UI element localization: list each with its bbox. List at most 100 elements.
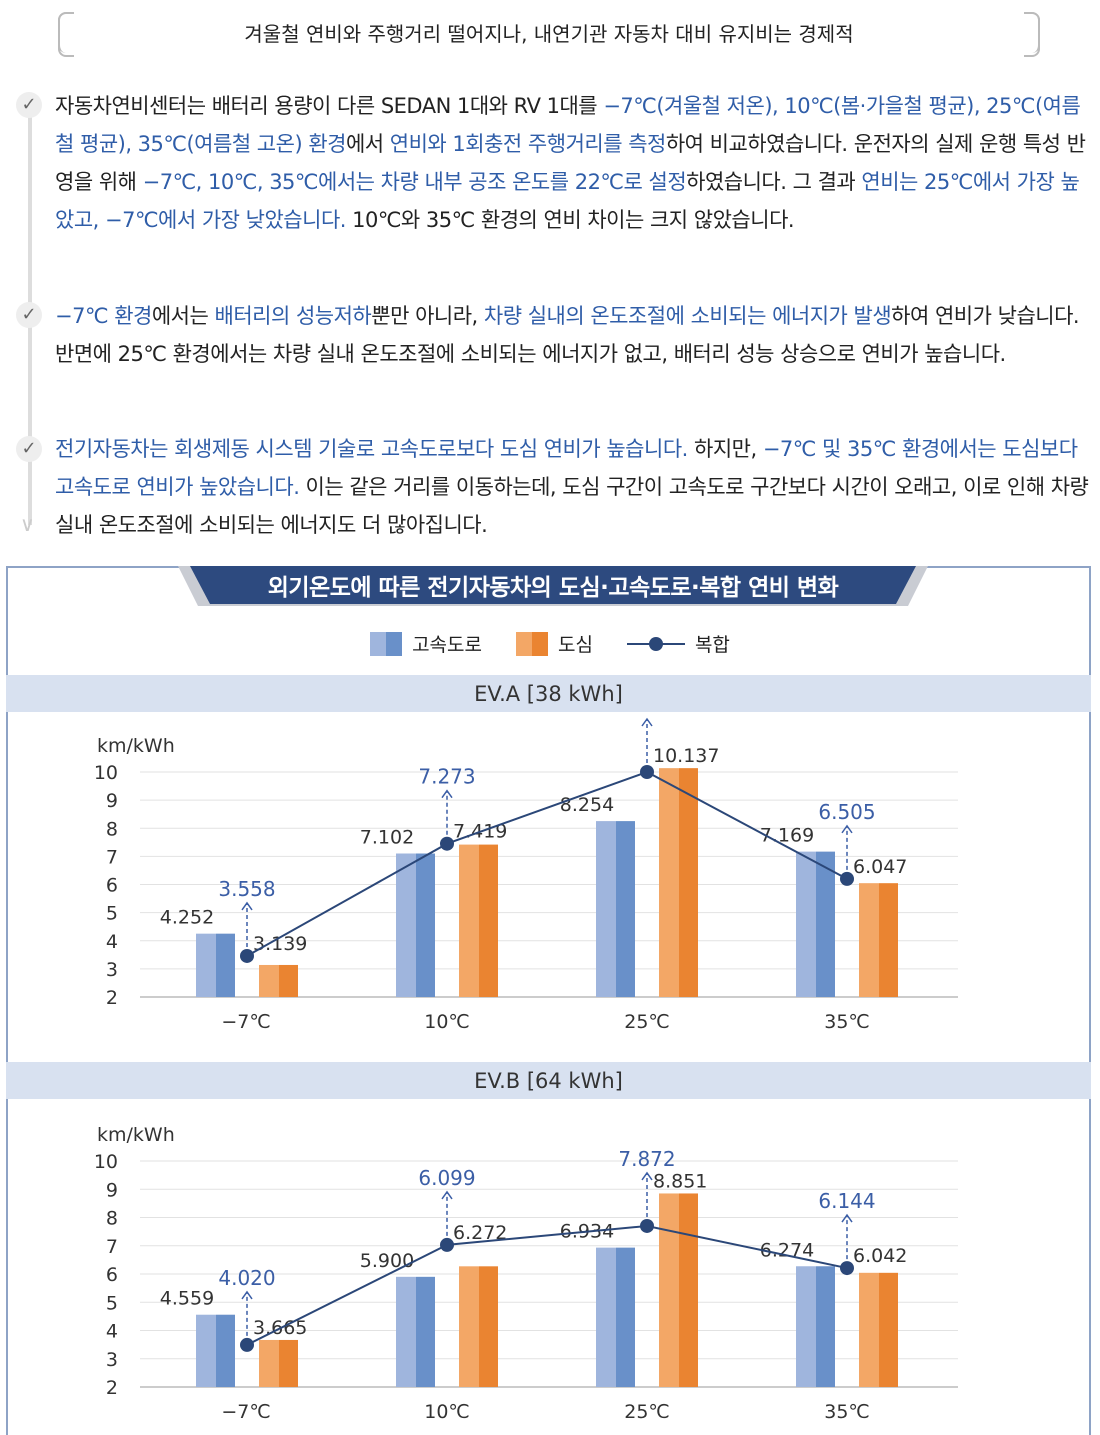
y-tick-label: 8	[106, 818, 118, 840]
paragraph-segment: 하여 비교하였습니다. 운전자의 실제 운행 특성 반영을 위해	[55, 132, 1086, 194]
panel-title-banner: 외기온도에 따른 전기자동차의 도심·고속도로·복합 연비 변화	[178, 566, 928, 608]
combined-point	[840, 871, 854, 886]
y-tick-label: 10	[94, 762, 118, 784]
paragraph-2: −7℃ 환경에서는 배터리의 성능저하뿐만 아니라, 차량 실내의 온도조절에 …	[55, 297, 1090, 373]
combined-value-label: 6.144	[818, 1189, 875, 1213]
headline-box: 겨울철 연비와 주행거리 떨어지나, 내연기관 자동차 대비 유지비는 경제적	[58, 12, 1040, 57]
city-bar	[459, 1266, 479, 1387]
city-value-label: 6.042	[853, 1245, 907, 1267]
paragraph-segment: 10℃와 35℃ 환경의 연비 차이는 크지 않았습니다.	[345, 208, 795, 232]
city-bar-shade	[679, 1193, 698, 1387]
combined-point	[440, 836, 454, 851]
paragraph-segment: 연비는 25℃에서 가장 높았고, −7℃에서 가장 낮았습니다.	[55, 170, 1080, 232]
y-tick-label: 6	[106, 875, 118, 897]
city-bar-shade	[879, 1272, 898, 1387]
x-tick-label: −7℃	[221, 1401, 270, 1423]
y-tick-label: 2	[106, 987, 118, 1009]
x-tick-label: 10℃	[424, 1011, 470, 1033]
combined-point	[240, 948, 254, 963]
y-tick-label: 3	[106, 959, 118, 981]
combined-line	[246, 770, 848, 957]
combined-point	[440, 1237, 454, 1252]
highway-bar-shade	[216, 1314, 235, 1387]
paragraph-segment: 하여 연비가 낮습니다. 반면에 25℃ 환경에서는 차량 실내 온도조절에 소…	[55, 304, 1080, 366]
paragraph-segment: 에서는	[151, 304, 215, 328]
legend-city: 도심	[515, 630, 593, 657]
combined-value-label: 6.099	[418, 1166, 475, 1190]
highway-bar	[596, 1247, 616, 1387]
highway-bar-shade	[616, 821, 635, 997]
city-value-label: 6.047	[853, 856, 907, 878]
check-icon: ✓	[16, 436, 42, 462]
y-tick-label: 5	[106, 1292, 118, 1314]
highway-bar	[796, 1266, 816, 1387]
combined-point	[840, 1261, 854, 1276]
city-value-label: 3.139	[253, 933, 307, 955]
y-axis-label: km/kWh	[97, 1124, 175, 1146]
combined-value-label: 7.273	[418, 765, 475, 789]
chart-ev-b: km/kWh23456789104.5593.665−7℃5.9006.2721…	[94, 1124, 958, 1423]
paragraph-segment: −7℃, 10℃, 35℃에서는 차량 내부 공조 온도를 22℃로 설정	[142, 170, 687, 194]
highway-value-label: 4.252	[160, 907, 214, 929]
paragraph-segment: 차량 실내의 온도조절에 소비되는 에너지가 발생	[483, 304, 892, 328]
headline: 겨울철 연비와 주행거리 떨어지나, 내연기관 자동차 대비 유지비는 경제적	[244, 22, 854, 46]
paragraph-segment: 하였습니다. 그 결과	[686, 170, 862, 194]
y-tick-label: 3	[106, 1349, 118, 1371]
arrow-head-icon	[441, 1190, 453, 1200]
paragraph-segment: −7℃ 환경	[55, 304, 152, 328]
paragraph-segment: −7℃(겨울철 저온), 10℃(봄·가을철 평균), 25℃(여름철 평균),…	[55, 94, 1081, 156]
y-tick-label: 2	[106, 1377, 118, 1399]
city-bar-shade	[479, 1266, 498, 1387]
arrow-head-icon	[841, 1213, 853, 1223]
y-tick-label: 10	[94, 1151, 118, 1173]
highway-value-label: 5.900	[360, 1250, 414, 1272]
combined-point	[640, 765, 654, 779]
combined-value-label: 6.505	[818, 800, 875, 824]
y-tick-label: 5	[106, 903, 118, 925]
arrow-head-icon	[641, 717, 653, 727]
city-value-label: 6.272	[453, 1222, 507, 1244]
y-tick-label: 9	[106, 790, 118, 812]
city-value-label: 10.137	[653, 745, 719, 767]
legend-highway: 고속도로	[370, 630, 482, 657]
highway-bar	[196, 1314, 216, 1387]
chart-panel: 외기온도에 따른 전기자동차의 도심·고속도로·복합 연비 변화	[6, 566, 1091, 1435]
x-tick-label: 35℃	[824, 1011, 870, 1033]
city-bar	[259, 964, 279, 997]
x-tick-label: 25℃	[624, 1401, 670, 1423]
banner-shape	[178, 566, 928, 606]
y-tick-label: 7	[106, 846, 118, 868]
city-bar-shade	[879, 883, 898, 997]
y-tick-label: 7	[106, 1236, 118, 1258]
x-tick-label: 35℃	[824, 1401, 870, 1423]
highway-bar-shade	[416, 1276, 435, 1387]
arrow-head-icon	[241, 901, 253, 911]
arrow-down-icon: ∨	[20, 512, 35, 536]
paragraph-segment: 자동차연비센터는 배터리 용량이 다른 SEDAN 1대와 RV 1대를	[55, 94, 604, 118]
combined-line	[246, 1224, 848, 1346]
y-axis-label: km/kWh	[97, 735, 175, 757]
paragraph-segment: 이는 같은 거리를 이동하는데, 도심 구간이 고속도로 구간보다 시간이 오래…	[55, 475, 1089, 537]
legend-combined: 복합	[626, 630, 730, 657]
city-bar-shade	[679, 768, 698, 997]
combined-point	[240, 1337, 254, 1352]
panel-title: 외기온도에 따른 전기자동차의 도심·고속도로·복합 연비 변화	[267, 575, 839, 601]
highway-bar-shade	[816, 1266, 835, 1387]
highway-bar-shade	[216, 933, 235, 997]
arrow-head-icon	[641, 1171, 653, 1181]
highway-value-label: 6.274	[760, 1239, 814, 1261]
paragraph-3: 전기자동차는 회생제동 시스템 기술로 고속도로보다 도심 연비가 높습니다. …	[55, 430, 1090, 544]
arrow-head-icon	[241, 1290, 253, 1300]
highway-bar-shade	[816, 851, 835, 997]
paragraph-1: 자동차연비센터는 배터리 용량이 다른 SEDAN 1대와 RV 1대를 −7℃…	[55, 87, 1090, 239]
chart-a-title: EV.A [38 kWh]	[6, 675, 1091, 712]
combined-value-label: 4.020	[218, 1266, 275, 1290]
city-bar	[659, 768, 679, 997]
y-tick-label: 4	[106, 931, 118, 953]
y-tick-label: 4	[106, 1321, 118, 1343]
highway-value-label: 4.559	[160, 1288, 214, 1310]
y-tick-label: 9	[106, 1179, 118, 1201]
highway-bar	[196, 933, 216, 997]
combined-value-label: 7.872	[618, 1147, 675, 1171]
